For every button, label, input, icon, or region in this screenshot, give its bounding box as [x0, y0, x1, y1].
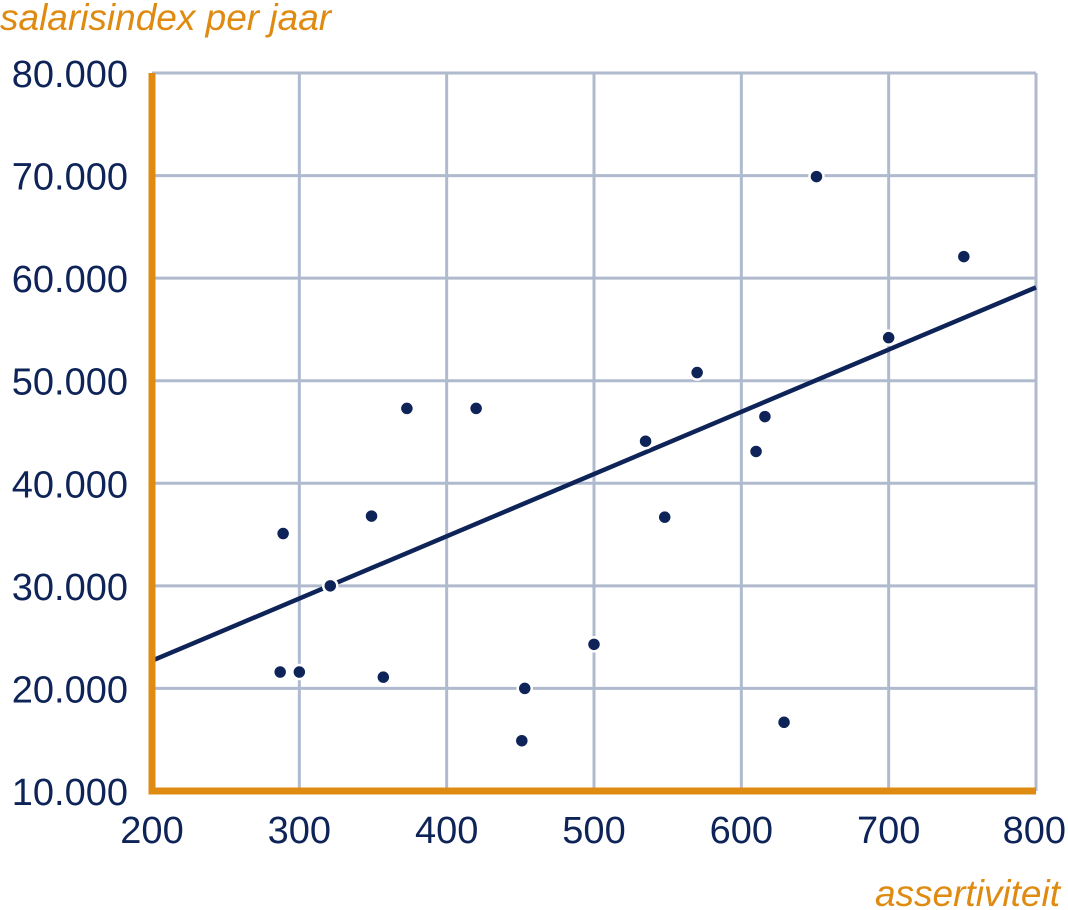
y-tick-label-70.000: 70.000 [12, 157, 128, 199]
data-point-15 [747, 443, 765, 460]
x-tick-label-700: 700 [857, 810, 920, 852]
x-tick-label-800: 800 [1003, 810, 1066, 852]
data-point-4 [322, 577, 339, 595]
y-tick-label-10.000: 10.000 [12, 772, 128, 814]
y-axis-label: salarisindex per jaar [0, 0, 333, 38]
grid-lines [152, 71, 1038, 791]
y-tick-label-60.000: 60.000 [12, 259, 128, 301]
data-point-12 [637, 432, 654, 450]
x-tick-label-600: 600 [710, 810, 773, 852]
data-point-10 [516, 680, 534, 697]
tick-labels: 200 300 400 500 600 700 800 10.000 20.000 30.000 4… [12, 54, 1066, 852]
y-tick-label-30.000: 30.000 [12, 567, 128, 609]
x-tick-label-500: 500 [562, 810, 625, 852]
y-tick-label-80.000: 80.000 [12, 54, 128, 96]
data-point-20 [955, 248, 973, 265]
x-tick-label-200: 200 [120, 810, 183, 852]
trendline-layer [151, 285, 1037, 663]
data-point-11 [585, 636, 603, 653]
data-point-16 [756, 408, 774, 425]
y-tick-label-40.000: 40.000 [12, 464, 128, 506]
x-axis-label: assertiviteit [875, 873, 1062, 910]
data-point-17 [775, 714, 793, 731]
y-tick-label-20.000: 20.000 [12, 669, 128, 711]
data-point-18 [808, 168, 825, 185]
data-point-14 [688, 364, 706, 381]
data-point-13 [656, 508, 673, 526]
x-tick-label-400: 400 [415, 810, 478, 852]
y-tick-label-50.000: 50.000 [12, 362, 128, 404]
axes [148, 73, 1036, 795]
data-point-5 [363, 507, 380, 525]
data-point-19 [880, 329, 897, 346]
data-point-6 [375, 668, 392, 686]
data-points [271, 168, 973, 749]
data-point-7 [398, 400, 416, 417]
data-point-9 [513, 732, 531, 749]
trendline [151, 285, 1037, 663]
x-tick-label-300: 300 [268, 810, 331, 852]
data-point-1 [271, 663, 289, 681]
data-point-3 [291, 663, 308, 681]
data-point-8 [467, 400, 485, 417]
data-point-2 [274, 525, 292, 542]
